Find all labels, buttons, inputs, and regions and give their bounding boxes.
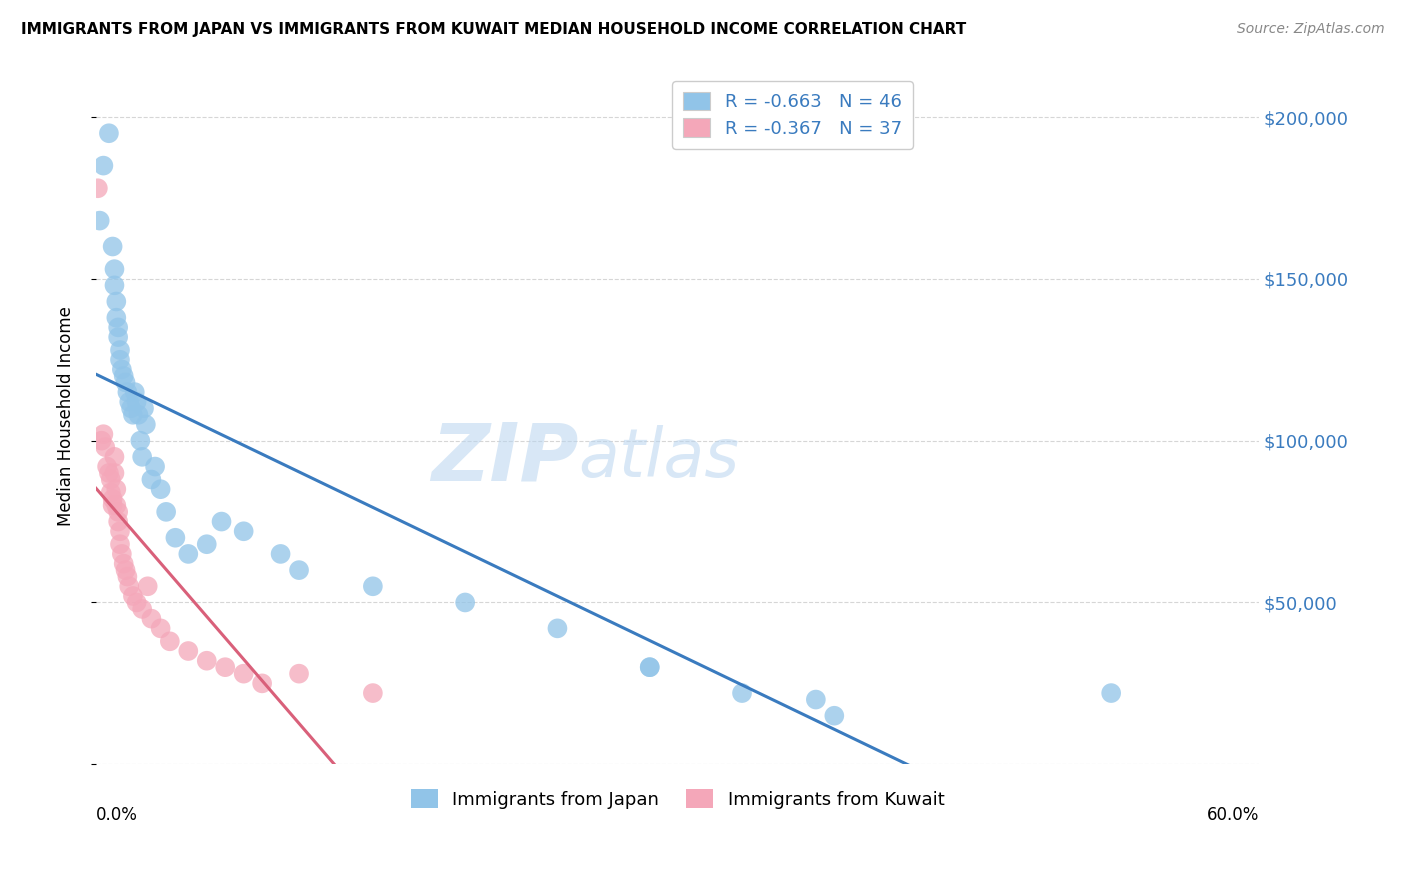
Point [103,262,125,277]
Point [131,602,153,616]
Text: atlas: atlas [579,425,740,491]
Point [107,320,129,334]
Point [120,401,142,416]
Point [107,515,129,529]
Point [117,385,139,400]
Point [96,459,118,474]
Point [87,181,110,195]
Point [638,660,661,674]
Point [125,595,148,609]
Point [112,368,135,383]
Point [1099,686,1122,700]
Point [361,579,384,593]
Point [101,499,124,513]
Point [103,278,125,293]
Point [97,126,120,140]
Point [108,537,131,551]
Point [100,473,122,487]
Point [823,708,845,723]
Point [288,666,311,681]
Text: IMMIGRANTS FROM JAPAN VS IMMIGRANTS FROM KUWAIT MEDIAN HOUSEHOLD INCOME CORRELAT: IMMIGRANTS FROM JAPAN VS IMMIGRANTS FROM… [21,22,966,37]
Point [111,547,134,561]
Point [165,531,187,545]
Text: 0.0%: 0.0% [96,806,138,824]
Text: 60.0%: 60.0% [1206,806,1258,824]
Point [135,417,157,432]
Point [108,524,131,539]
Point [195,654,218,668]
Point [93,427,115,442]
Point [94,440,117,454]
Point [232,666,254,681]
Point [141,612,163,626]
Point [454,595,477,609]
Point [288,563,311,577]
Text: ZIP: ZIP [432,419,579,497]
Point [114,376,136,390]
Point [111,362,134,376]
Point [232,524,254,539]
Point [149,621,172,635]
Point [101,239,124,253]
Point [112,557,135,571]
Point [122,408,145,422]
Point [214,660,236,674]
Point [159,634,181,648]
Point [143,459,166,474]
Point [105,310,128,325]
Point [100,485,122,500]
Point [114,563,136,577]
Point [804,692,827,706]
Point [127,408,149,422]
Point [131,450,153,464]
Point [122,589,145,603]
Point [155,505,177,519]
Point [361,686,384,700]
Point [141,473,163,487]
Point [250,676,273,690]
Point [107,505,129,519]
Point [107,330,129,344]
Text: Source: ZipAtlas.com: Source: ZipAtlas.com [1237,22,1385,37]
Point [103,466,125,480]
Point [177,547,200,561]
Point [118,579,141,593]
Point [195,537,218,551]
Point [101,491,124,506]
Point [103,450,125,464]
Point [149,482,172,496]
Point [132,401,155,416]
Point [117,569,139,583]
Point [105,499,128,513]
Point [211,515,233,529]
Point [105,482,128,496]
Y-axis label: Median Household Income: Median Household Income [58,307,75,526]
Point [546,621,568,635]
Point [136,579,159,593]
Point [89,213,111,227]
Point [124,385,146,400]
Point [90,434,112,448]
Point [129,434,152,448]
Point [105,294,128,309]
Point [177,644,200,658]
Point [270,547,292,561]
Legend: Immigrants from Japan, Immigrants from Kuwait: Immigrants from Japan, Immigrants from K… [402,780,953,818]
Point [638,660,661,674]
Point [118,394,141,409]
Point [731,686,754,700]
Point [108,352,131,367]
Point [108,343,131,357]
Point [97,466,120,480]
Point [93,159,115,173]
Point [125,394,148,409]
